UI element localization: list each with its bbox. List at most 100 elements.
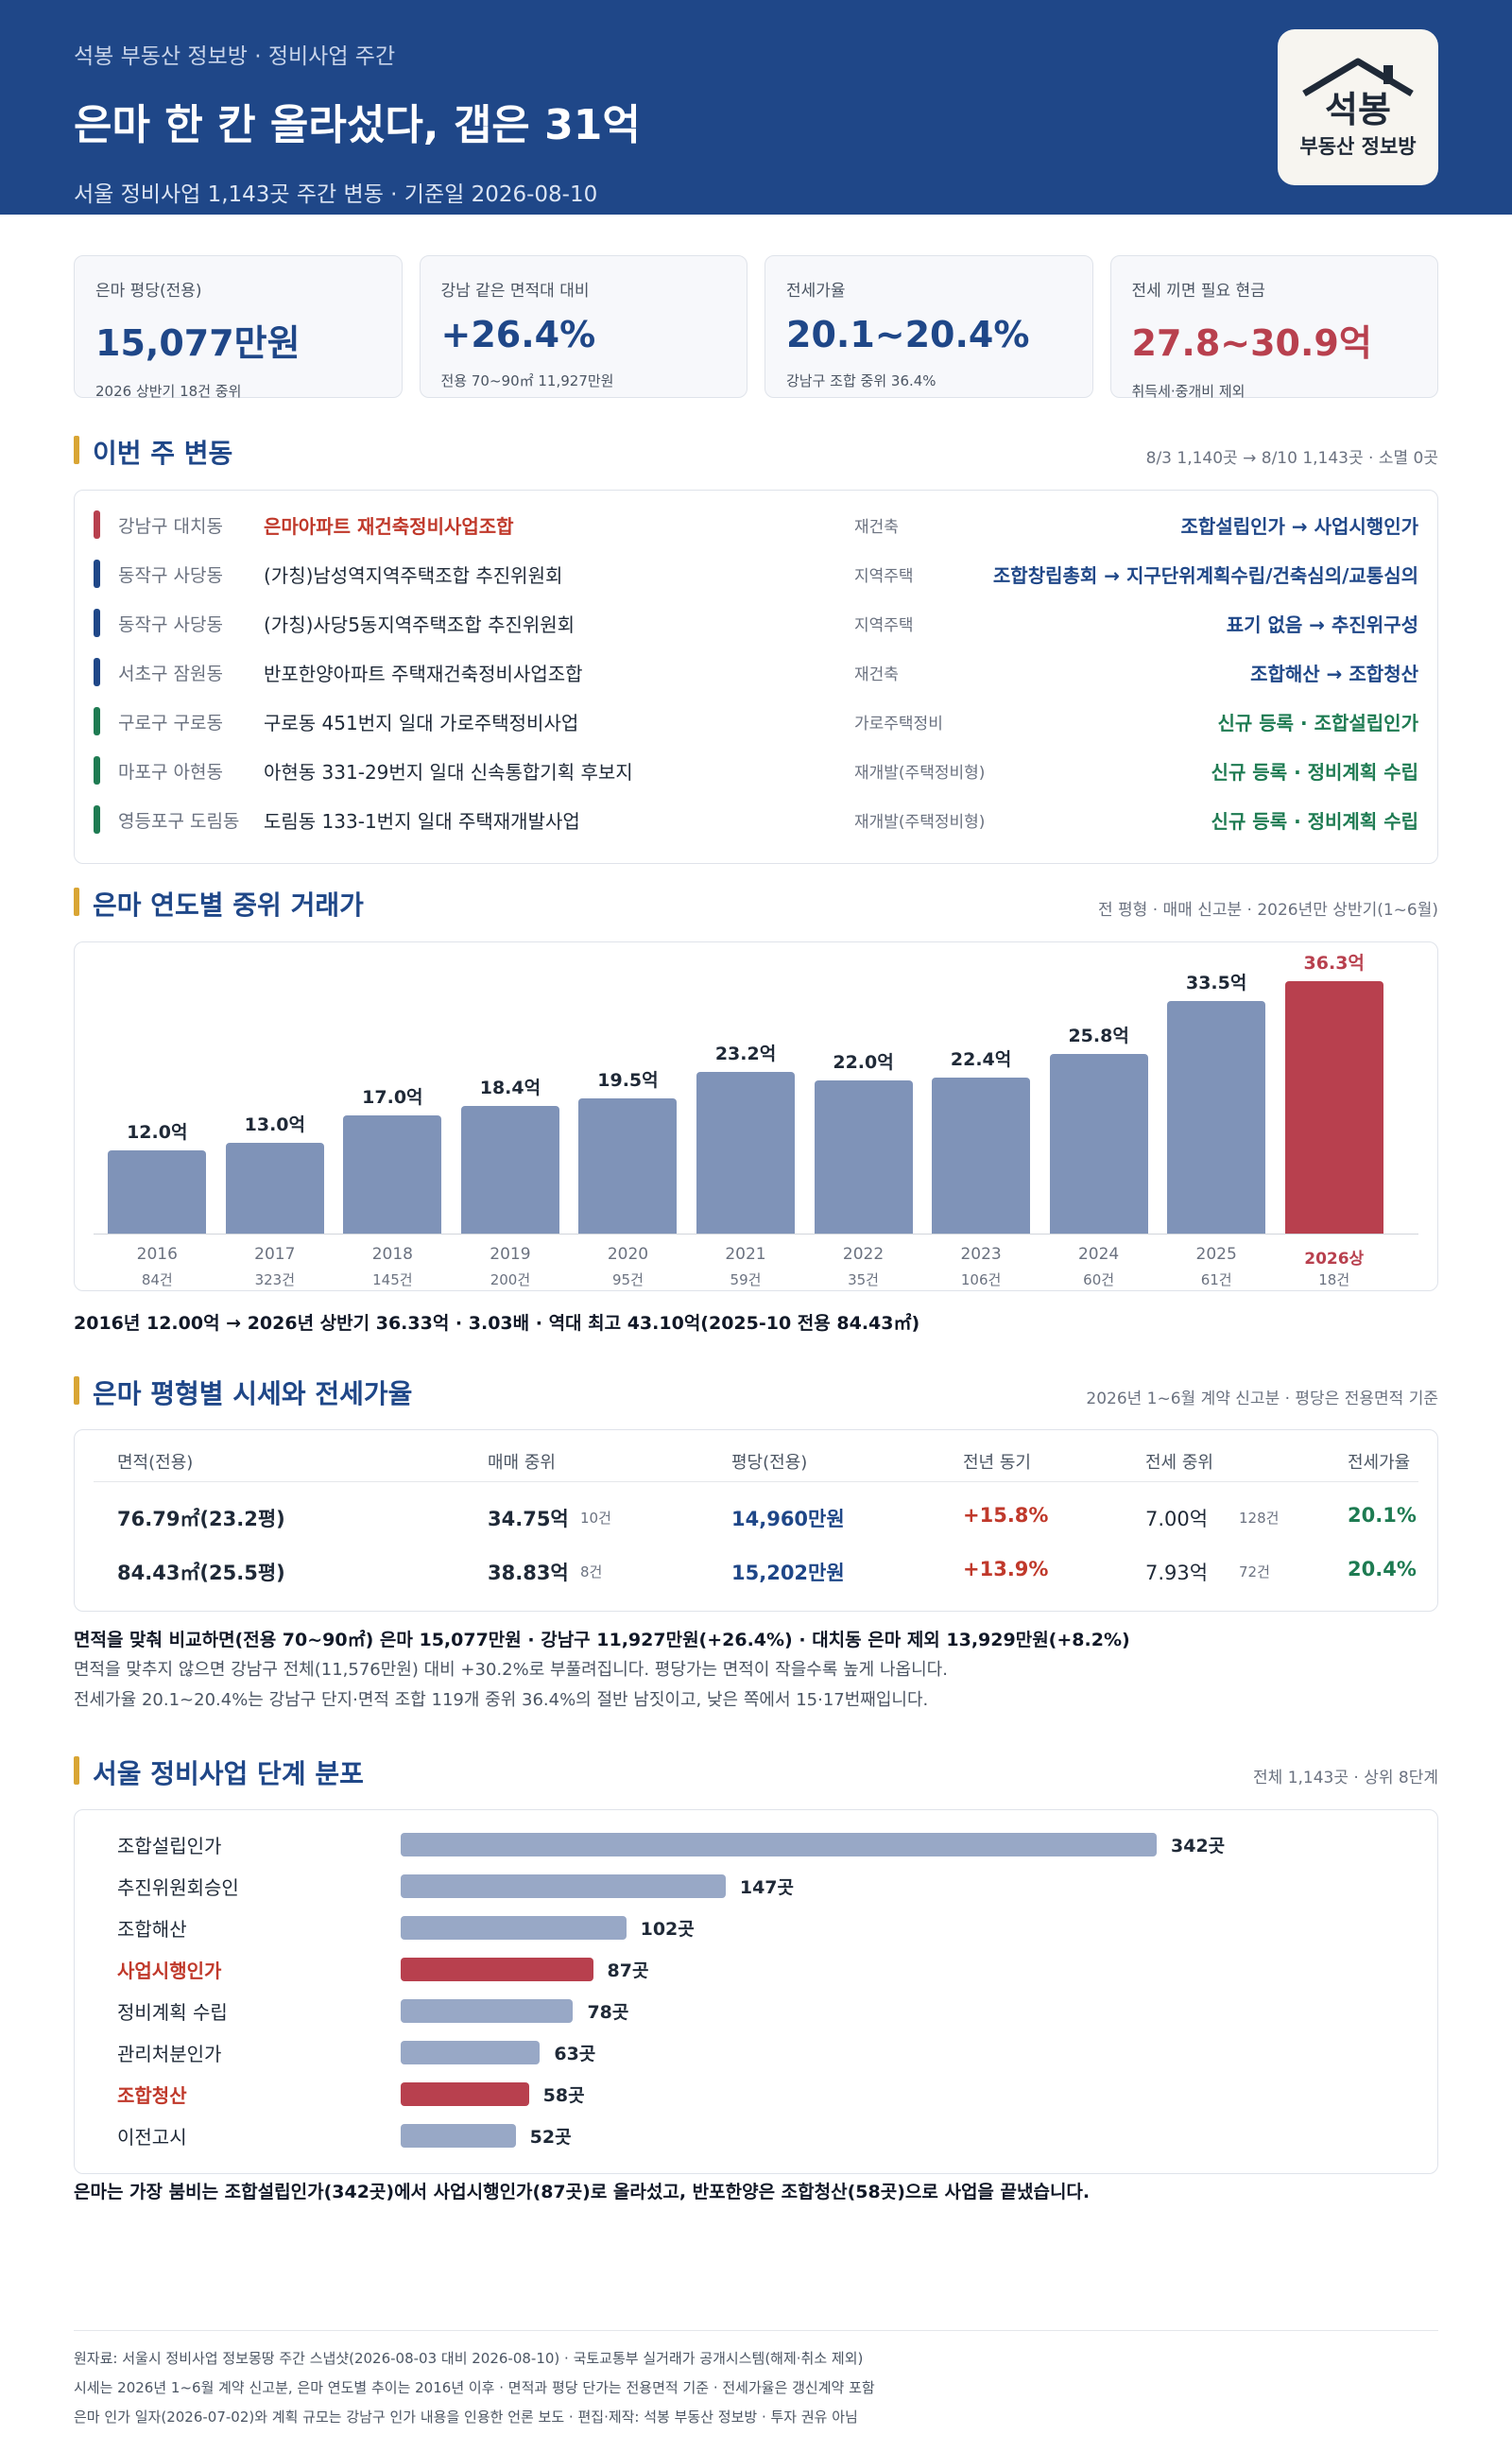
footer: 원자료: 서울시 정비사업 정보몽땅 주간 스냅샷(2026-08-03 대비 … bbox=[74, 2330, 1438, 2436]
x-tick-label: 2017 bbox=[254, 1245, 296, 1264]
chart-bar bbox=[1167, 1000, 1266, 1234]
yearly-price-chart: 12.0억 2016 84건 13.0억 2017 323건 17.0억 2018 145건 18… bbox=[74, 941, 1438, 1291]
table-header: 전년 동기 bbox=[963, 1453, 1031, 1473]
stage-label: 이전고시 bbox=[117, 2126, 187, 2149]
house-logo-icon: 석봉 bbox=[1302, 58, 1414, 130]
change-type: 지역주택 bbox=[854, 615, 914, 635]
trade-count-label: 95건 bbox=[612, 1271, 644, 1288]
cell-per-pyeong: 15,202만원 bbox=[731, 1562, 845, 1584]
chart-bar bbox=[814, 1080, 913, 1234]
change-project-name: (가칭)남성역지역주택조합 추진위원회 bbox=[264, 563, 563, 587]
trade-count-label: 60건 bbox=[1083, 1271, 1115, 1288]
pyeong-paragraph-1: 면적을 맞춰 비교하면(전용 70~90㎡) 은마 15,077만원 · 강남구… bbox=[74, 1630, 1130, 1650]
stat-label: 강남 같은 면적대 대비 bbox=[440, 282, 590, 301]
section-meta-pyeong: 2026년 1~6월 계약 신고분 · 평당은 전용면적 기준 bbox=[1086, 1390, 1438, 1408]
cell-area: 84.43㎡(25.5평) bbox=[117, 1562, 285, 1584]
bar-value-label: 18.4억 bbox=[479, 1077, 541, 1098]
change-type: 지역주택 bbox=[854, 566, 914, 586]
change-district: 영등포구 도림동 bbox=[118, 810, 240, 832]
change-district: 강남구 대치동 bbox=[118, 515, 223, 537]
stage-bar bbox=[401, 2082, 529, 2106]
footer-credit: 은마 인가 일자(2026-07-02)와 계획 규모는 강남구 인가 내용을 … bbox=[74, 2409, 858, 2426]
page-title: 은마 한 칸 올라섰다, 갭은 31억 bbox=[74, 101, 641, 149]
bar-value-label: 23.2억 bbox=[714, 1044, 777, 1065]
trade-count-label: 145건 bbox=[372, 1271, 413, 1288]
table-divider bbox=[94, 1481, 1418, 1482]
change-district: 동작구 사당동 bbox=[118, 613, 223, 635]
stages-summary: 은마는 가장 붐비는 조합설립인가(342곳)에서 사업시행인가(87곳)로 올… bbox=[74, 2182, 1091, 2202]
cell-jeonse: 7.93억 bbox=[1145, 1562, 1209, 1584]
x-tick-label: 2016 bbox=[136, 1245, 178, 1264]
chart-bar bbox=[108, 1149, 207, 1234]
stage-value: 147곳 bbox=[739, 1877, 795, 1898]
chart-bar bbox=[1284, 981, 1383, 1234]
cell-yoy: +15.8% bbox=[963, 1504, 1049, 1527]
change-marker bbox=[94, 609, 100, 637]
section-meta-stages: 전체 1,143곳 · 상위 8단계 bbox=[1253, 1769, 1438, 1787]
trade-count-label: 35건 bbox=[848, 1271, 879, 1288]
stage-value: 102곳 bbox=[640, 1919, 695, 1940]
change-type: 재개발(주택정비형) bbox=[854, 763, 986, 783]
change-row: 구로구 구로동 구로동 451번지 일대 가로주택정비사업 가로주택정비 신규 등록 … bbox=[75, 697, 1437, 746]
stat-value: 20.1~20.4% bbox=[786, 314, 1030, 355]
stat-cards: 은마 평당(전용) 15,077만원 2026 상반기 18건 중위 강남 같은… bbox=[74, 255, 1438, 400]
stage-bar bbox=[401, 2124, 516, 2148]
x-tick-label: 2019 bbox=[490, 1245, 531, 1264]
x-tick-label: 2024 bbox=[1077, 1245, 1120, 1264]
logo-main-text: 석봉 bbox=[1325, 89, 1391, 130]
change-stage: 신규 등록 · 정비계획 수립 bbox=[1211, 760, 1418, 784]
change-type: 재건축 bbox=[854, 665, 899, 684]
trade-count-label: 61건 bbox=[1200, 1271, 1232, 1288]
stat-card-jeonse-ratio: 전세가율 20.1~20.4% 강남구 조합 중위 36.4% bbox=[765, 255, 1093, 398]
change-type: 재건축 bbox=[854, 517, 899, 537]
yearly-summary: 2016년 12.00억 → 2026년 상반기 36.33억 · 3.03배 … bbox=[74, 1313, 920, 1334]
chart-bar bbox=[343, 1115, 442, 1234]
x-tick-label: 2025 bbox=[1195, 1245, 1237, 1264]
stage-label: 정비계획 수립 bbox=[117, 2001, 228, 2024]
stage-bar bbox=[401, 1999, 574, 2023]
change-project-name: 구로동 451번지 일대 가로주택정비사업 bbox=[264, 711, 579, 734]
stat-label: 은마 평당(전용) bbox=[95, 282, 202, 301]
bar-value-label: 19.5억 bbox=[597, 1069, 659, 1091]
trade-count-label: 106건 bbox=[960, 1271, 1002, 1288]
cell-jeonse: 7.00억 bbox=[1145, 1508, 1209, 1530]
stage-label: 조합청산 bbox=[117, 2084, 187, 2107]
change-row: 강남구 대치동 은마아파트 재건축정비사업조합 재건축 조합설립인가 → 사업시행인가 bbox=[75, 500, 1437, 549]
x-tick-label: 2023 bbox=[960, 1245, 1002, 1264]
x-tick-label: 2018 bbox=[371, 1245, 413, 1264]
stage-label: 추진위원회승인 bbox=[117, 1876, 239, 1899]
chart-bar bbox=[225, 1143, 324, 1234]
trade-count-label: 18건 bbox=[1318, 1271, 1350, 1288]
chart-bar bbox=[1049, 1054, 1148, 1234]
section-meta-weekly: 8/3 1,140곳 → 8/10 1,143곳 · 소멸 0곳 bbox=[1145, 449, 1438, 468]
trade-count-label: 200건 bbox=[490, 1271, 531, 1288]
stage-bar bbox=[401, 2041, 541, 2064]
change-type: 가로주택정비 bbox=[854, 714, 943, 734]
change-marker bbox=[94, 707, 100, 735]
stage-bar bbox=[401, 1874, 726, 1898]
section-title-stages: 서울 정비사업 단계 분포 bbox=[74, 1753, 364, 1791]
bar-value-label: 12.0억 bbox=[127, 1121, 188, 1143]
footer-source: 원자료: 서울시 정비사업 정보몽땅 주간 스냅샷(2026-08-03 대비 … bbox=[74, 2350, 864, 2367]
table-header: 면적(전용) bbox=[117, 1453, 194, 1473]
stage-label: 조합해산 bbox=[117, 1918, 187, 1941]
bar-value-label: 13.0억 bbox=[244, 1114, 305, 1136]
change-row: 영등포구 도림동 도림동 133-1번지 일대 주택재개발사업 재개발(주택정비형)… bbox=[75, 795, 1437, 844]
cell-sale: 34.75억 bbox=[488, 1508, 569, 1530]
bar-value-label: 17.0억 bbox=[362, 1087, 423, 1109]
footer-method: 시세는 2026년 1~6월 계약 신고분, 은마 연도별 추이는 2016년 … bbox=[74, 2379, 875, 2396]
cell-jeonse-count: 128건 bbox=[1239, 1510, 1280, 1527]
weekly-changes-card: 강남구 대치동 은마아파트 재건축정비사업조합 재건축 조합설립인가 → 사업시행인가… bbox=[74, 490, 1438, 864]
bar-value-label: 25.8억 bbox=[1068, 1026, 1129, 1047]
stat-card-price: 은마 평당(전용) 15,077만원 2026 상반기 18건 중위 bbox=[74, 255, 403, 400]
stage-value: 63곳 bbox=[554, 2044, 596, 2064]
x-tick-label: 2021 bbox=[725, 1245, 766, 1264]
stage-label: 조합설립인가 bbox=[117, 1835, 222, 1857]
section-meta-yearly: 전 평형 · 매매 신고분 · 2026년만 상반기(1~6월) bbox=[1098, 901, 1438, 920]
stat-card-premium: 강남 같은 면적대 대비 +26.4% 전용 70~90㎡ 11,927만원 bbox=[419, 255, 747, 398]
logo: 석봉 부동산 정보방 bbox=[1278, 29, 1438, 185]
change-district: 서초구 잠원동 bbox=[118, 663, 223, 684]
stage-value: 78곳 bbox=[587, 2002, 629, 2023]
table-header: 전세가율 bbox=[1348, 1453, 1411, 1473]
change-stage: 신규 등록 · 조합설립인가 bbox=[1217, 711, 1419, 734]
